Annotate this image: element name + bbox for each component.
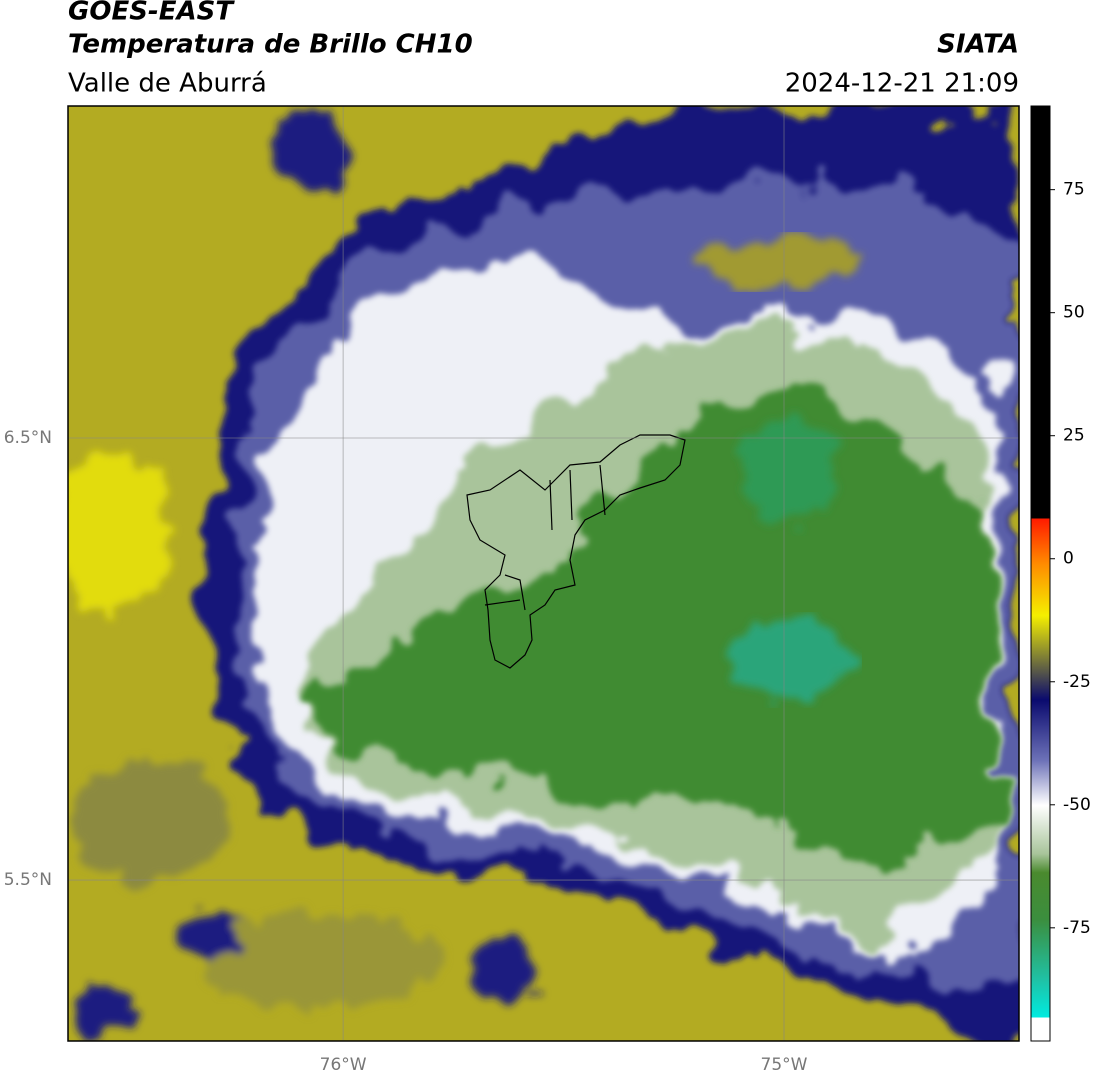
colorbar-tick-label: -75 <box>1063 918 1091 938</box>
datetime: 2024-12-21 21:09 <box>785 69 1019 99</box>
graticule <box>68 106 1019 1041</box>
agency: SIATA <box>937 30 1019 60</box>
colorbar-tick-label: 0 <box>1063 549 1074 569</box>
lon-label: 76°W <box>320 1055 367 1075</box>
colorbar-tick-label: -50 <box>1063 795 1091 815</box>
colorbar-tick-label: 50 <box>1063 303 1085 323</box>
colorbar-tick-label: 25 <box>1063 426 1085 446</box>
product: Temperatura de Brillo CH10 <box>68 30 473 60</box>
region: Valle de Aburrá <box>68 69 267 99</box>
lon-label: 75°W <box>761 1055 808 1075</box>
colorbar-tick-label: 75 <box>1063 180 1085 200</box>
colorbar <box>1030 105 1051 1042</box>
map-frame <box>67 105 1020 1042</box>
colorbar-tick-label: -25 <box>1063 672 1091 692</box>
lat-label: 5.5°N <box>4 870 52 890</box>
brightness-field <box>68 106 1019 1041</box>
lat-label: 6.5°N <box>4 428 52 448</box>
satellite: GOES-EAST <box>68 0 235 27</box>
